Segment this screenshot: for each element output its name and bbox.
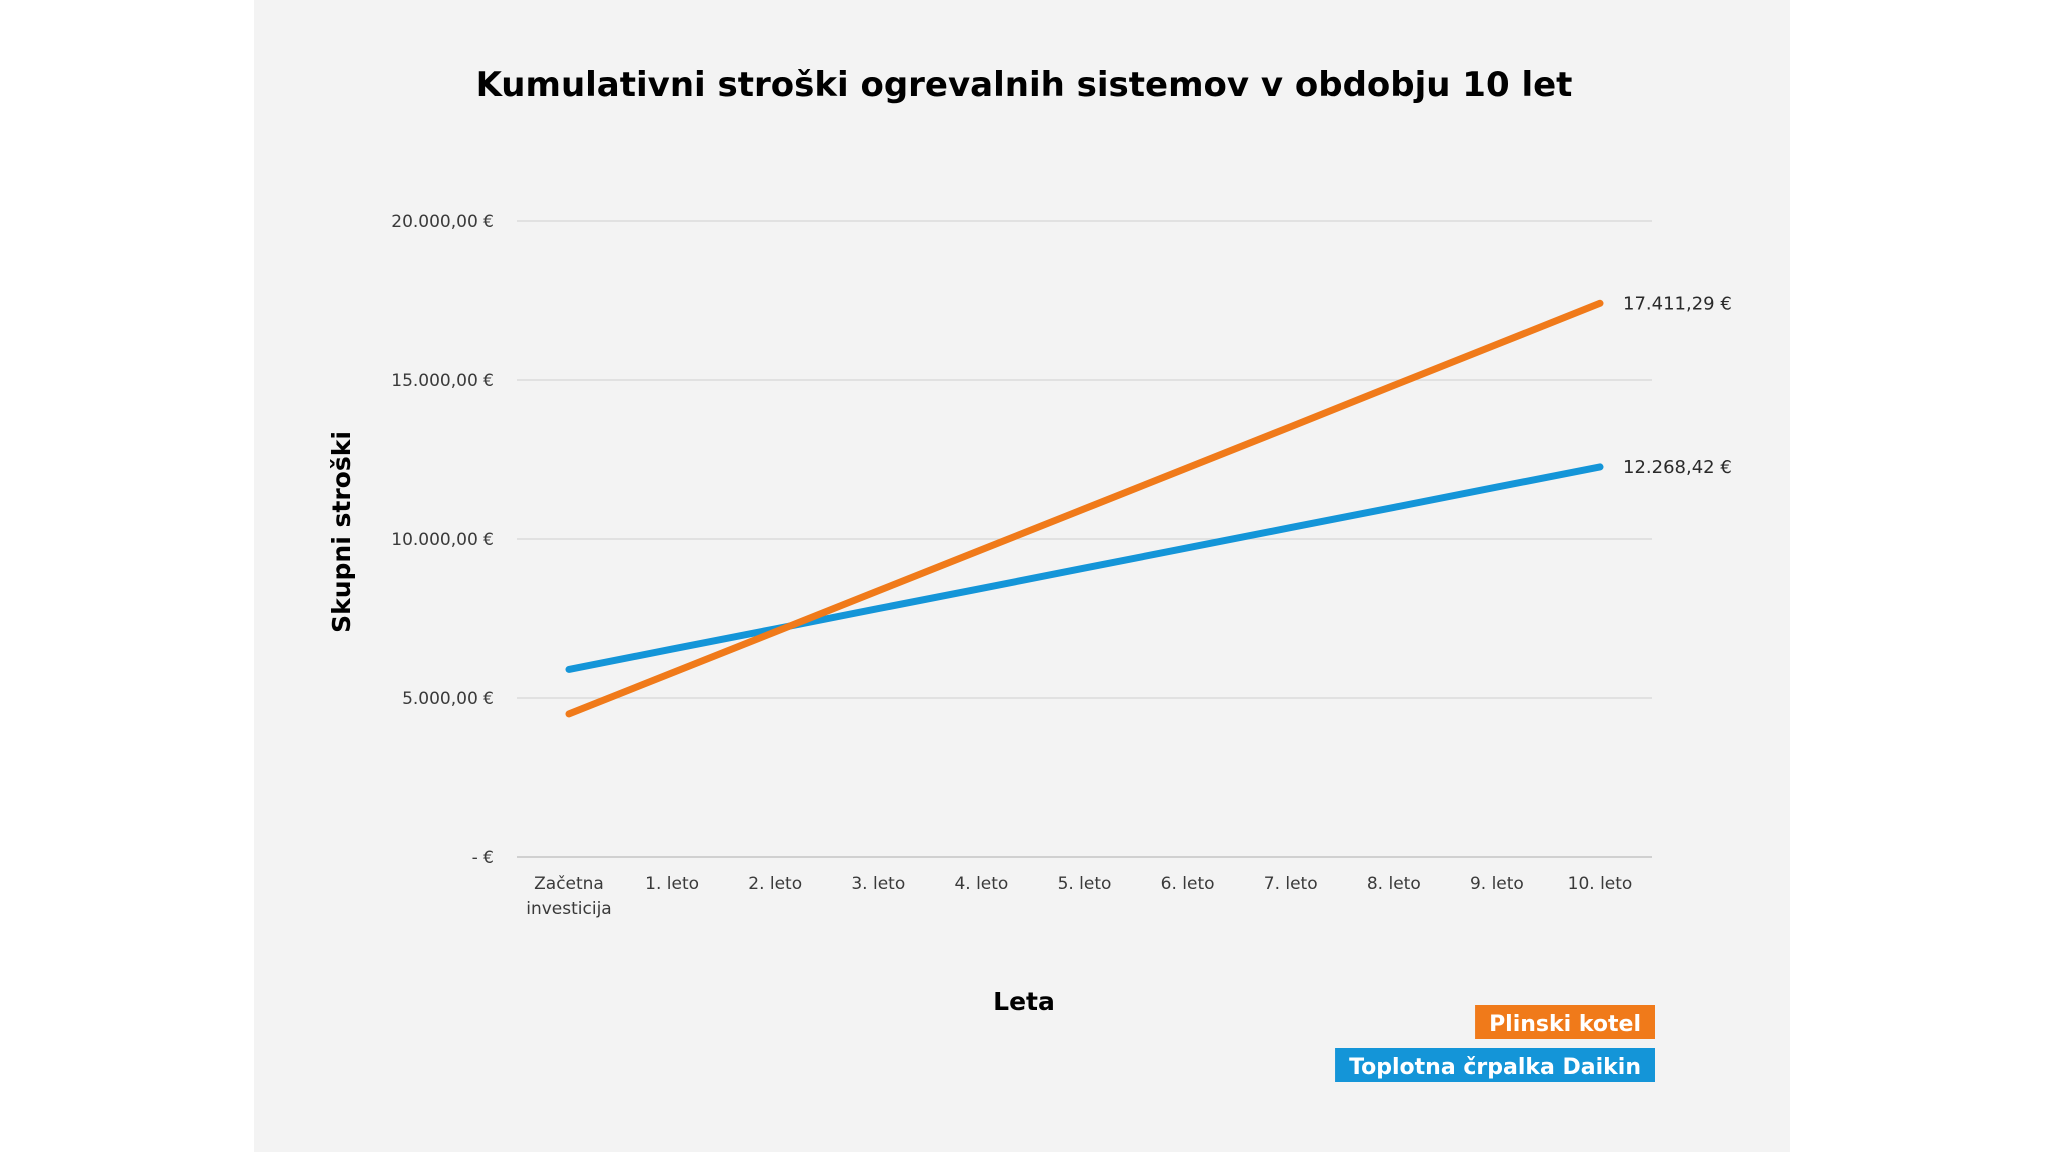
x-tick-label: 2. leto	[748, 874, 802, 894]
gridlines	[517, 220, 1652, 858]
legend-item: Toplotna črpalka Daikin	[1335, 1048, 1655, 1082]
y-axis-ticks: - € 5.000,00 € 10.000,00 € 15.000,00 € 20.00…	[391, 212, 494, 868]
x-tick-label: 9. leto	[1470, 874, 1524, 894]
x-tick-label: 1. leto	[645, 874, 699, 894]
x-axis-ticks: Začetna investicija 1. leto 2. leto 3. leto 4…	[526, 874, 1632, 919]
x-tick-label: 7. leto	[1264, 874, 1318, 894]
y-tick-label: 15.000,00 €	[391, 371, 494, 391]
legend: Plinski kotel Toplotna črpalka Daikin	[1335, 1005, 1655, 1082]
end-data-label: 12.268,42 €	[1623, 457, 1732, 478]
x-axis-title: Leta	[993, 987, 1055, 1016]
y-tick-label: 10.000,00 €	[391, 530, 494, 550]
x-tick-label: 3. leto	[851, 874, 905, 894]
series-lines	[565, 299, 1604, 718]
legend-swatch	[1335, 1048, 1655, 1082]
y-tick-label: - €	[472, 848, 494, 868]
x-tick-label: 8. leto	[1367, 874, 1421, 894]
x-tick-label: 4. leto	[954, 874, 1008, 894]
legend-label: Plinski kotel	[1489, 1012, 1641, 1037]
y-tick-label: 20.000,00 €	[391, 212, 494, 232]
x-tick-label: 6. leto	[1161, 874, 1215, 894]
legend-item: Plinski kotel	[1475, 1005, 1655, 1039]
chart-title: Kumulativni stroški ogrevalnih sistemov …	[476, 65, 1573, 105]
end-data-label: 17.411,29 €	[1623, 293, 1732, 314]
end-data-labels: 12.268,42 € 17.411,29 €	[1623, 293, 1732, 478]
legend-swatch	[1475, 1005, 1655, 1039]
y-axis-title: Skupni stroški	[327, 431, 356, 633]
x-tick-label: 5. leto	[1058, 874, 1112, 894]
y-tick-label: 5.000,00 €	[402, 689, 494, 709]
x-tick-label: Začetna investicija	[526, 874, 611, 919]
x-tick-label: 10. leto	[1568, 874, 1633, 894]
legend-label: Toplotna črpalka Daikin	[1349, 1055, 1641, 1080]
series-line-plinski-kotel	[565, 299, 1604, 718]
chart-panel	[254, 0, 1790, 1152]
series-line-toplotna-crpalka	[565, 463, 1604, 673]
